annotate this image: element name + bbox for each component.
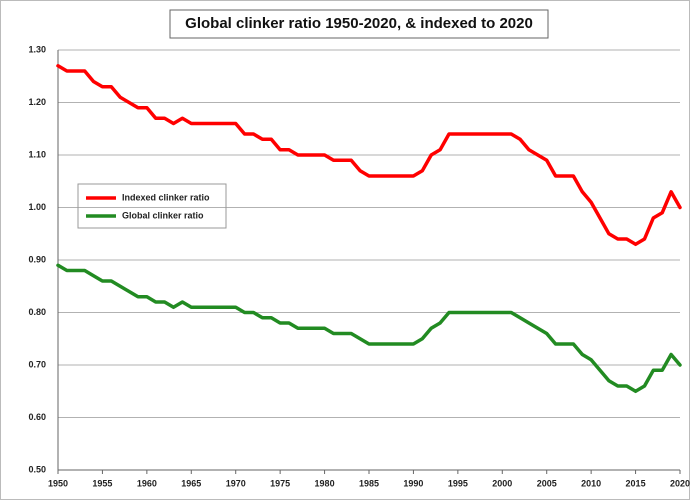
y-tick-label: 1.00 xyxy=(28,202,46,212)
x-tick-label: 1975 xyxy=(270,478,290,488)
y-tick-label: 0.50 xyxy=(28,464,46,474)
x-tick-label: 2010 xyxy=(581,478,601,488)
y-tick-label: 1.20 xyxy=(28,97,46,107)
legend-box xyxy=(77,183,227,229)
legend-label: Indexed clinker ratio xyxy=(122,192,210,202)
x-tick-label: 2000 xyxy=(492,478,512,488)
y-tick-label: 0.60 xyxy=(28,412,46,422)
y-tick-label: 0.90 xyxy=(28,254,46,264)
x-tick-label: 1985 xyxy=(359,478,379,488)
x-tick-label: 1965 xyxy=(181,478,201,488)
chart-title: Global clinker ratio 1950-2020, & indexe… xyxy=(185,15,533,32)
x-tick-label: 1950 xyxy=(48,478,68,488)
title-box xyxy=(169,9,549,39)
legend-label: Global clinker ratio xyxy=(122,210,204,220)
x-tick-label: 2015 xyxy=(626,478,646,488)
x-tick-label: 1955 xyxy=(92,478,112,488)
x-tick-label: 2005 xyxy=(537,478,557,488)
data-line xyxy=(56,64,682,247)
x-tick-label: 1990 xyxy=(403,478,423,488)
data-line xyxy=(56,263,682,394)
y-tick-label: 0.80 xyxy=(28,307,46,317)
y-tick-label: 0.70 xyxy=(28,359,46,369)
x-tick-label: 2020 xyxy=(670,478,690,488)
x-tick-label: 1970 xyxy=(226,478,246,488)
y-tick-label: 1.10 xyxy=(28,149,46,159)
x-tick-label: 1995 xyxy=(448,478,468,488)
y-tick-label: 1.30 xyxy=(28,44,46,54)
x-tick-label: 1980 xyxy=(315,478,335,488)
x-tick-label: 1960 xyxy=(137,478,157,488)
